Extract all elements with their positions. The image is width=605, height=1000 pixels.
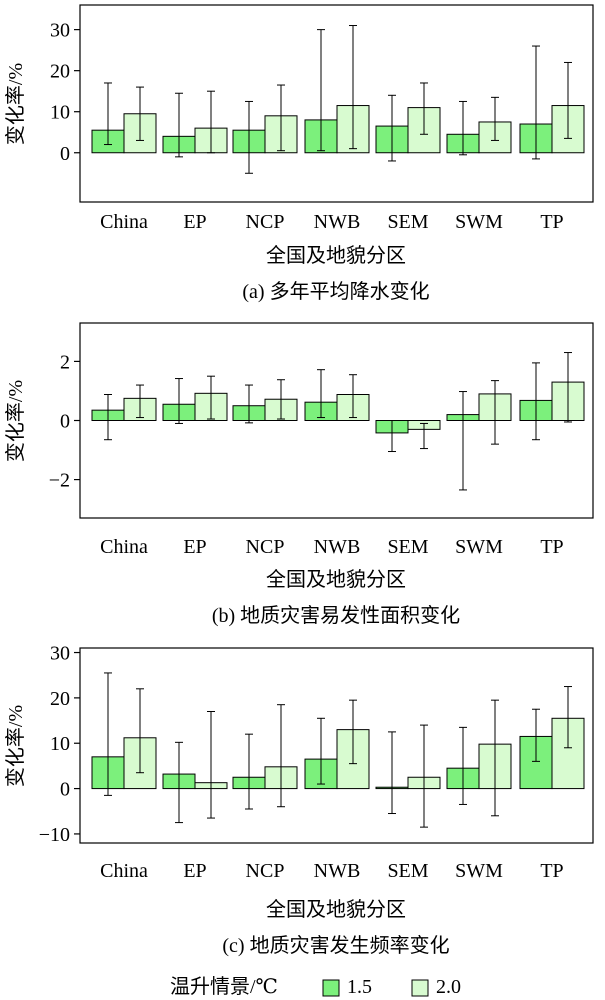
- y-tick-label-c-4: 30: [50, 643, 70, 665]
- category-labels-a: China EP NCP NWB SEM SWM TP: [100, 211, 564, 233]
- legend-swatch-2-0: [411, 979, 429, 997]
- y-axis-label-c: 变化率/%: [4, 705, 27, 787]
- y-ticks-b: −2 0 2: [49, 351, 80, 492]
- bars-a: [91, 25, 585, 174]
- category-label-c-1: EP: [183, 860, 206, 882]
- category-labels-b: China EP NCP NWB SEM SWM TP: [100, 536, 564, 558]
- x-axis-label-c: 全国及地貌分区: [266, 898, 406, 921]
- y-tick-label-a-0: 0: [60, 143, 70, 165]
- y-tick-label-a-2: 20: [50, 61, 70, 83]
- legend-swatch-1-5: [322, 979, 340, 997]
- category-labels-c: China EP NCP NWB SEM SWM TP: [100, 860, 564, 882]
- category-label-b-6: TP: [540, 536, 563, 558]
- x-axis-label-a: 全国及地貌分区: [266, 244, 406, 267]
- category-label-b-2: NCP: [246, 536, 285, 558]
- category-label-c-3: NWB: [314, 860, 361, 882]
- category-label-b-3: NWB: [314, 536, 361, 558]
- y-tick-label-c-0: −10: [39, 824, 70, 846]
- panel-b: −2 0 2 China EP NCP NWB SEM SWM TP 变化率/% 全国及地貌分区…: [4, 322, 594, 627]
- category-label-a-4: SEM: [387, 211, 428, 233]
- category-label-c-6: TP: [540, 860, 563, 882]
- legend-label-1-5: 1.5: [347, 976, 372, 998]
- category-label-b-0: China: [100, 536, 148, 558]
- y-tick-label-c-1: 0: [60, 779, 70, 801]
- category-label-b-4: SEM: [387, 536, 428, 558]
- panel-a: 0 10 20 30 China EP NCP NWB SEM SWM TP 变化率/% 全国及地…: [4, 4, 594, 303]
- y-tick-label-b-1: 0: [60, 411, 70, 433]
- y-tick-label-c-2: 10: [50, 733, 70, 755]
- bars-b: [91, 352, 585, 491]
- category-label-a-6: TP: [540, 211, 563, 233]
- y-ticks-a: 0 10 20 30: [50, 20, 80, 165]
- category-label-a-0: China: [100, 211, 148, 233]
- x-axis-label-b: 全国及地貌分区: [266, 568, 406, 591]
- panel-title-a: (a) 多年平均降水变化: [242, 280, 429, 303]
- plot-frame-a: [79, 4, 594, 203]
- y-tick-label-a-3: 30: [50, 20, 70, 42]
- y-tick-label-b-0: −2: [49, 470, 70, 492]
- category-label-a-1: EP: [183, 211, 206, 233]
- legend-title: 温升情景/℃: [170, 975, 278, 998]
- category-label-c-5: SWM: [455, 860, 503, 882]
- category-label-c-4: SEM: [387, 860, 428, 882]
- y-axis-label-a: 变化率/%: [4, 63, 27, 145]
- panel-c: −10 0 10 20 30 China EP NCP NWB SEM SWM TP 变化率/% 全…: [4, 643, 594, 957]
- panel-title-b: (b) 地质灾害易发性面积变化: [212, 604, 460, 627]
- bars-c: [91, 672, 585, 828]
- category-label-b-1: EP: [183, 536, 206, 558]
- y-tick-label-b-2: 2: [60, 351, 70, 373]
- category-label-c-0: China: [100, 860, 148, 882]
- panel-title-c: (c) 地质灾害发生频率变化: [222, 934, 449, 957]
- category-label-c-2: NCP: [246, 860, 285, 882]
- category-label-a-3: NWB: [314, 211, 361, 233]
- y-ticks-c: −10 0 10 20 30: [39, 643, 80, 846]
- y-tick-label-a-1: 10: [50, 102, 70, 124]
- y-tick-label-c-3: 20: [50, 688, 70, 710]
- y-axis-label-b: 变化率/%: [4, 380, 27, 462]
- category-label-b-5: SWM: [455, 536, 503, 558]
- legend: 温升情景/℃ 1.5 2.0: [170, 975, 461, 998]
- plot-frame-c: [79, 647, 594, 844]
- legend-label-2-0: 2.0: [436, 976, 461, 998]
- category-label-a-5: SWM: [455, 211, 503, 233]
- category-label-a-2: NCP: [246, 211, 285, 233]
